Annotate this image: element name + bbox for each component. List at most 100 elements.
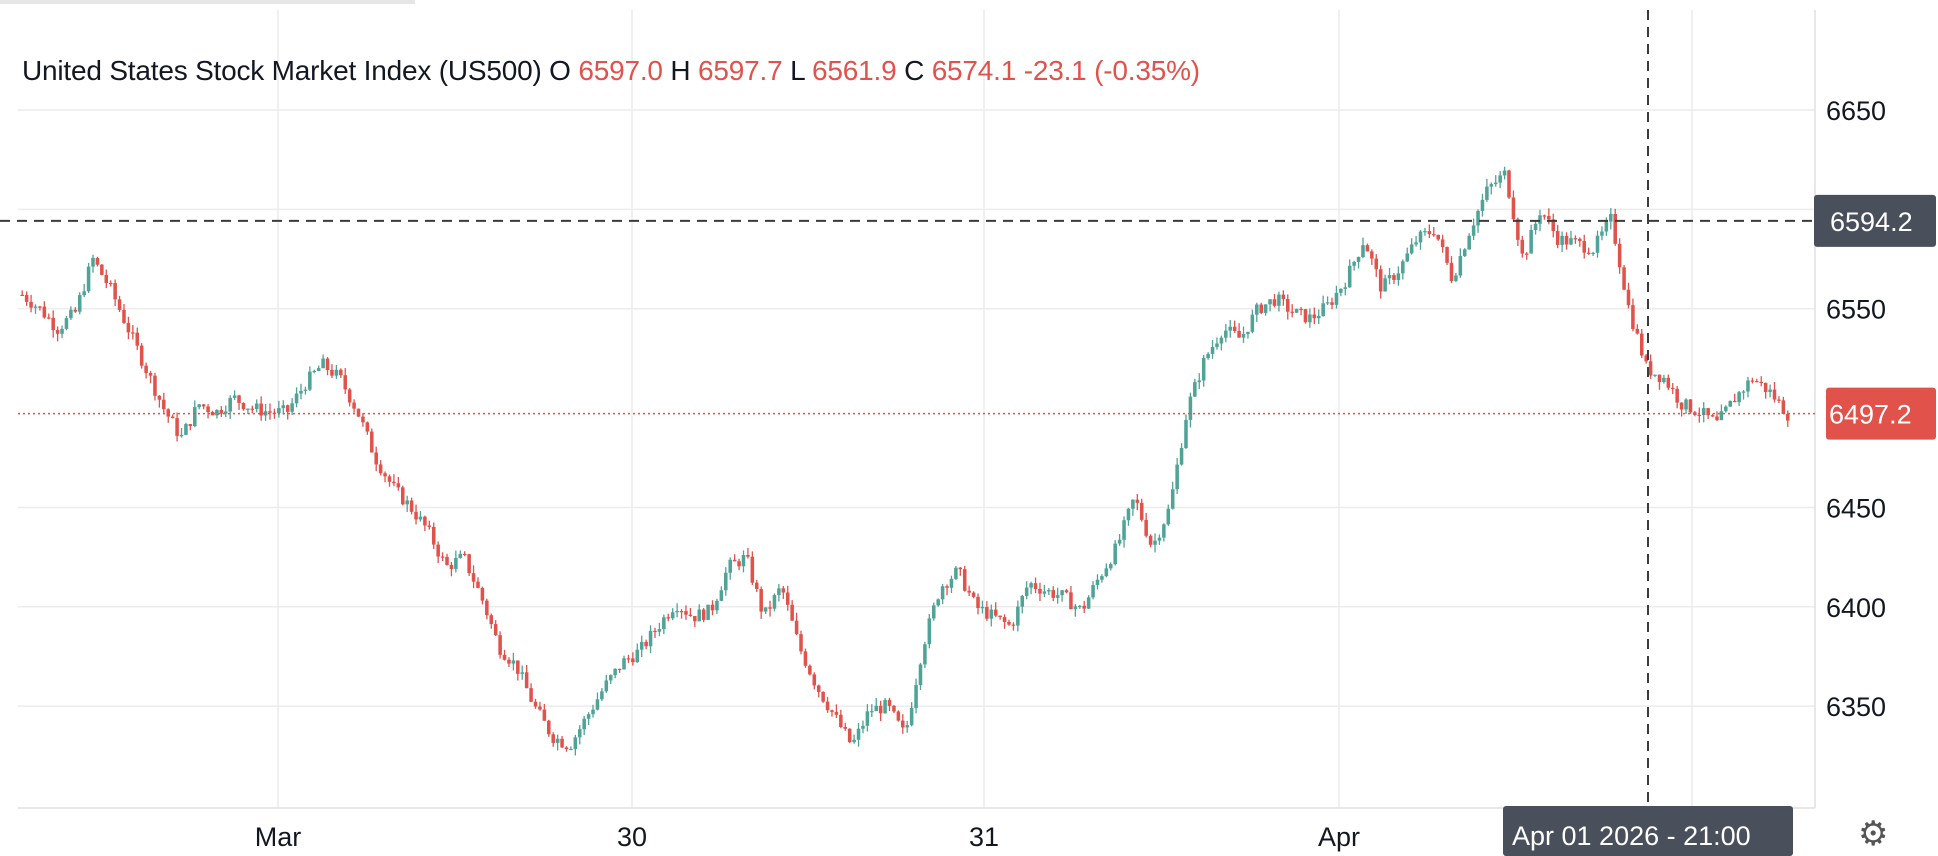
candle	[1321, 295, 1325, 317]
candle	[1719, 404, 1724, 421]
candle	[1153, 533, 1157, 553]
candle	[400, 485, 405, 506]
candle	[387, 474, 392, 487]
candle	[1108, 562, 1113, 571]
candle	[1493, 175, 1498, 187]
candle	[741, 550, 746, 573]
candle	[1458, 248, 1463, 278]
time-tick-label: Apr	[1318, 822, 1360, 852]
candle	[569, 746, 573, 751]
candle	[892, 705, 896, 714]
candle	[1082, 600, 1086, 613]
candle	[1750, 377, 1755, 384]
candle	[241, 402, 246, 411]
candle	[524, 665, 529, 689]
candle	[347, 388, 352, 407]
candle	[507, 657, 511, 668]
candle	[803, 648, 808, 668]
candle	[887, 697, 892, 712]
candle	[1051, 586, 1056, 602]
candle	[1113, 540, 1117, 566]
candle	[46, 313, 51, 320]
candle	[1339, 288, 1343, 297]
change-value: -23.1 (-0.35%)	[1023, 55, 1200, 86]
candle	[303, 386, 308, 395]
svg-text:6497.2: 6497.2	[1829, 400, 1912, 430]
candle	[724, 567, 728, 596]
candle	[471, 565, 476, 589]
candle	[551, 732, 555, 747]
candle	[1573, 235, 1578, 244]
candle	[1285, 294, 1290, 320]
candle	[1020, 594, 1025, 614]
candle	[423, 515, 427, 532]
candle	[131, 325, 135, 340]
candle	[1131, 499, 1135, 516]
candle	[281, 400, 286, 415]
candle	[1281, 290, 1286, 306]
candle	[905, 720, 909, 733]
candle	[1609, 208, 1613, 230]
ohlc-legend: United States Stock Market Index (US500)…	[22, 55, 1200, 87]
candle	[1617, 238, 1622, 274]
candle	[392, 474, 396, 487]
candle	[644, 639, 648, 650]
candle	[1622, 264, 1626, 291]
crosshair-price-label: 6594.2	[1814, 194, 1936, 247]
candle	[1308, 308, 1312, 328]
candle	[940, 584, 945, 605]
candle	[1135, 493, 1140, 511]
candle	[1347, 259, 1352, 288]
candle	[1272, 293, 1277, 308]
candle	[1224, 324, 1228, 343]
candle	[170, 414, 175, 419]
candle	[750, 551, 755, 586]
candle	[737, 558, 741, 571]
candle	[1728, 400, 1733, 407]
open-value: 6597.0	[578, 55, 663, 86]
candle	[1263, 304, 1268, 316]
candle	[294, 387, 299, 408]
time-axis[interactable]: Mar 30 31 Apr	[255, 822, 1360, 852]
candle	[409, 497, 414, 515]
top-scroll-bar	[0, 0, 415, 4]
candle	[1299, 306, 1303, 316]
candle	[1047, 588, 1051, 595]
candle	[285, 404, 290, 420]
candle	[896, 710, 901, 722]
candle	[139, 343, 144, 369]
candle	[1042, 584, 1047, 598]
candle	[1715, 411, 1719, 421]
candle	[1356, 256, 1361, 269]
candle	[1016, 600, 1020, 632]
crosshair-time-label: Apr 01 2026 - 21:00	[1503, 806, 1793, 856]
candle	[246, 408, 250, 414]
candle	[728, 557, 732, 580]
candle	[808, 664, 812, 676]
candle	[1184, 414, 1188, 449]
candle	[1215, 337, 1219, 350]
candle	[1772, 381, 1777, 403]
candle	[936, 598, 940, 607]
candle	[91, 254, 95, 273]
candle	[1179, 443, 1184, 466]
candle	[1405, 247, 1410, 263]
candle	[219, 406, 224, 417]
candle	[816, 684, 821, 698]
candle	[1697, 407, 1702, 423]
candle	[989, 604, 994, 627]
candle	[1157, 534, 1162, 545]
candle	[396, 476, 401, 491]
candle	[768, 600, 772, 617]
candle	[1197, 373, 1202, 390]
candle	[1255, 302, 1259, 322]
candle	[586, 712, 591, 725]
candle	[122, 304, 126, 324]
candle	[622, 655, 626, 670]
price-tick-label: 6350	[1826, 692, 1886, 722]
gear-icon[interactable]: ⚙	[1858, 814, 1889, 854]
candle	[648, 625, 653, 654]
candle	[188, 423, 193, 431]
candle	[600, 688, 604, 702]
